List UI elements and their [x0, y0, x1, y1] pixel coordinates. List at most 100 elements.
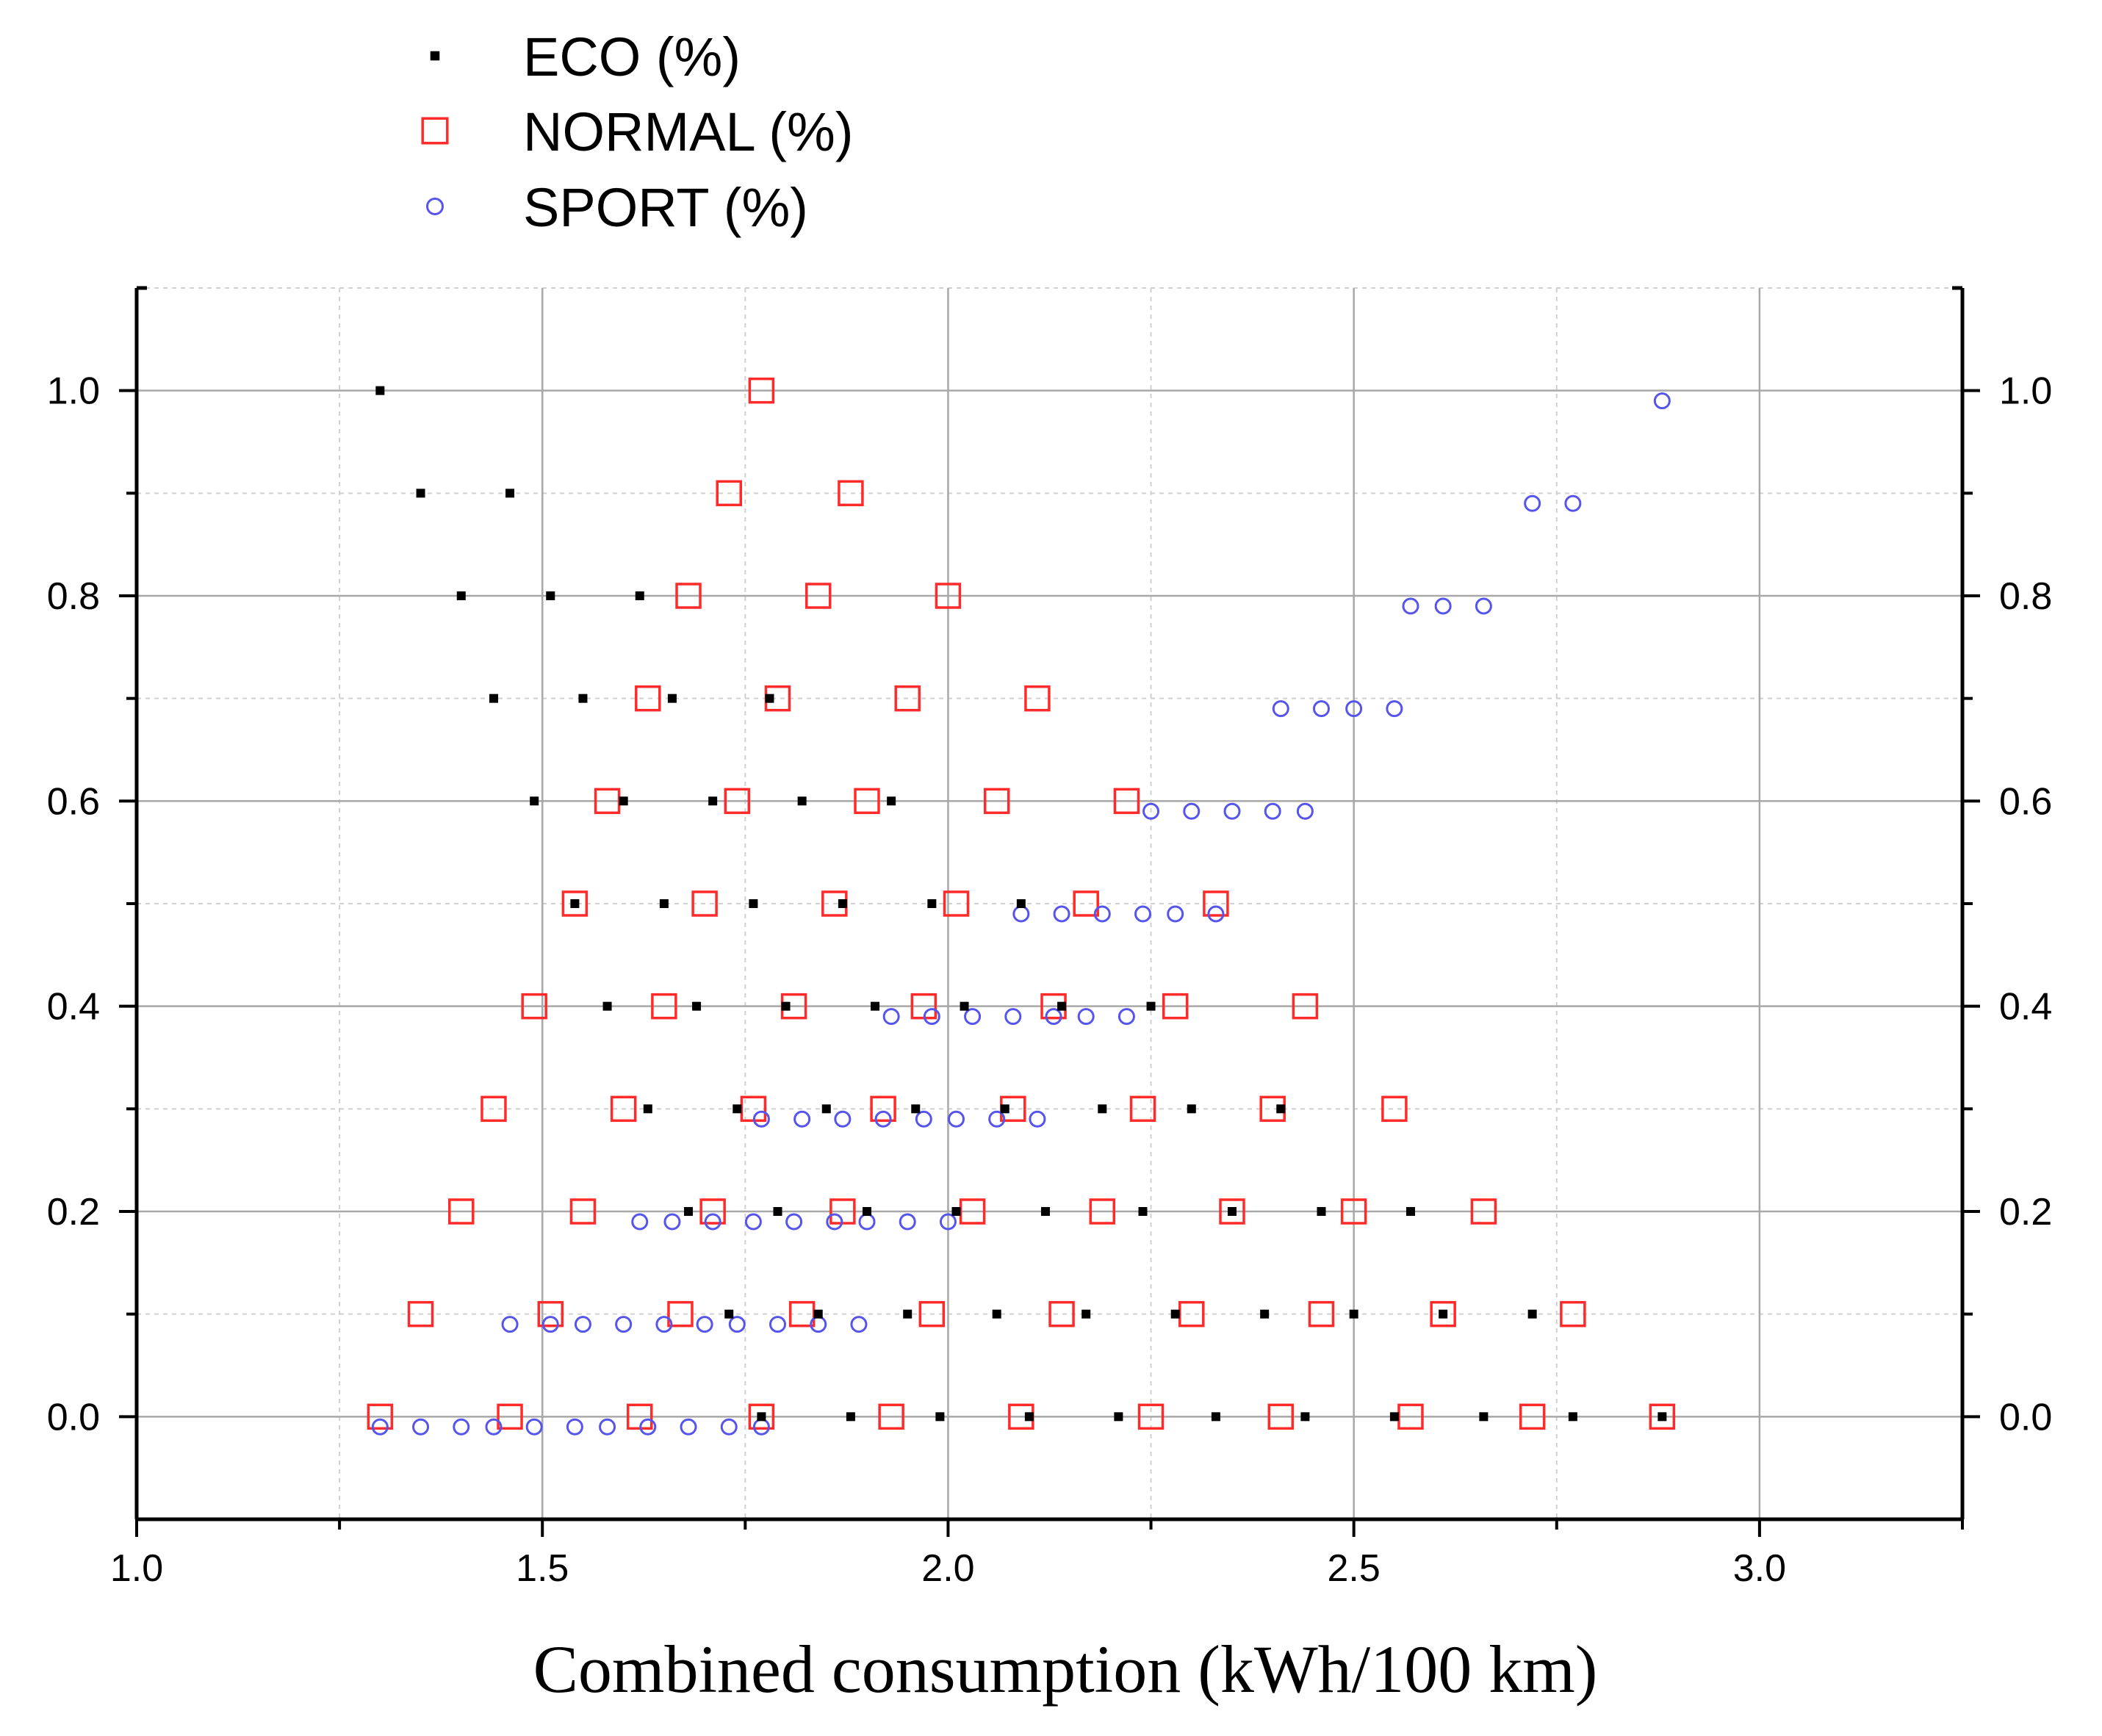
normal-point	[1137, 1403, 1165, 1430]
eco-point	[1057, 1001, 1067, 1011]
eco-point	[1040, 1207, 1050, 1216]
eco-point	[375, 386, 385, 395]
normal-point	[610, 1095, 637, 1123]
sport-point	[412, 1418, 430, 1436]
legend-marker-eco	[430, 51, 440, 61]
sport-point	[834, 1110, 852, 1128]
eco-point	[1300, 1412, 1310, 1422]
sport-point	[639, 1418, 657, 1436]
eco-point	[659, 899, 669, 908]
sport-point	[826, 1213, 843, 1231]
y-tick-label-right: 0.4	[1999, 986, 2052, 1029]
sport-point	[453, 1418, 470, 1436]
sport-point	[882, 1008, 900, 1026]
normal-point	[651, 993, 677, 1020]
normal-point	[870, 1095, 896, 1123]
sport-point	[525, 1418, 543, 1436]
eco-point	[505, 489, 515, 498]
eco-point	[1114, 1412, 1123, 1422]
sport-point	[1475, 597, 1492, 615]
normal-point	[480, 1095, 507, 1123]
normal-point	[1219, 1198, 1245, 1225]
eco-point	[781, 1001, 791, 1011]
normal-point	[635, 685, 661, 712]
sport-point	[720, 1418, 738, 1436]
eco-point	[1658, 1412, 1667, 1422]
sport-point	[615, 1316, 633, 1333]
legend-label-sport: SPORT (%)	[523, 177, 808, 238]
sport-point	[1207, 905, 1225, 923]
sport-point	[850, 1316, 868, 1333]
eco-point	[1024, 1412, 1034, 1422]
normal-point	[983, 788, 1010, 815]
y-tick-label-right: 0.0	[1999, 1396, 2052, 1438]
y-tick-label-left: 0.4	[47, 986, 100, 1029]
normal-point	[788, 1300, 816, 1328]
normal-point	[1267, 1403, 1295, 1430]
sport-point	[1004, 1008, 1022, 1026]
normal-point	[1470, 1198, 1497, 1225]
sport-point	[785, 1213, 803, 1231]
normal-point	[1162, 993, 1189, 1020]
sport-point	[704, 1213, 721, 1231]
sport-point	[988, 1110, 1006, 1128]
sport-point	[631, 1213, 649, 1231]
sport-point	[655, 1316, 673, 1333]
sport-point	[858, 1213, 876, 1231]
sport-point	[1117, 1008, 1135, 1026]
sport-point	[501, 1316, 519, 1333]
normal-point	[594, 788, 621, 815]
eco-point	[1276, 1104, 1286, 1114]
normal-point	[943, 890, 970, 917]
eco-point	[667, 694, 677, 703]
eco-point	[416, 489, 425, 498]
eco-point	[821, 1104, 831, 1114]
eco-point	[1228, 1207, 1237, 1216]
eco-point	[927, 899, 937, 908]
normal-point	[367, 1403, 394, 1430]
sport-point	[566, 1418, 583, 1436]
legend: ECO (%) NORMAL (%) SPORT (%)	[421, 26, 854, 238]
normal-point	[1048, 1300, 1075, 1328]
eco-point	[863, 1207, 871, 1216]
legend-marker-sport	[426, 198, 444, 215]
eco-point	[1138, 1207, 1148, 1216]
eco-point	[960, 1001, 969, 1011]
sport-point	[541, 1316, 559, 1333]
eco-point	[765, 694, 774, 703]
eco-point	[619, 796, 628, 806]
eco-point	[871, 1001, 880, 1011]
sport-point	[599, 1418, 616, 1436]
eco-point	[684, 1207, 694, 1216]
normal-point	[1430, 1300, 1456, 1328]
sport-point	[1264, 802, 1281, 820]
normal-point	[1203, 890, 1229, 917]
eco-point	[1349, 1309, 1358, 1319]
normal-point	[918, 1300, 946, 1328]
eco-point	[757, 1412, 766, 1422]
sport-point	[752, 1418, 770, 1436]
sport-point	[1093, 905, 1111, 923]
legend-marker-normal	[421, 117, 449, 145]
sport-point	[1296, 802, 1314, 820]
eco-point	[456, 591, 466, 600]
y-tick-label-left: 0.2	[47, 1191, 100, 1233]
normal-point	[1073, 890, 1099, 917]
normal-point	[561, 890, 589, 917]
sport-point	[1312, 700, 1330, 718]
normal-point	[716, 480, 742, 507]
eco-point	[489, 694, 498, 703]
legend-label-eco: ECO (%)	[523, 26, 741, 87]
eco-point	[692, 1001, 702, 1011]
sport-point	[915, 1110, 932, 1128]
normal-point	[1560, 1300, 1586, 1328]
sport-point	[1434, 597, 1452, 615]
normal-point	[935, 583, 962, 609]
sport-point	[1524, 494, 1541, 512]
eco-point	[635, 591, 644, 600]
sport-point	[939, 1213, 957, 1231]
sport-point	[1402, 597, 1419, 615]
sport-point	[1272, 700, 1289, 718]
y-tick-label-right: 0.8	[1999, 575, 2052, 618]
